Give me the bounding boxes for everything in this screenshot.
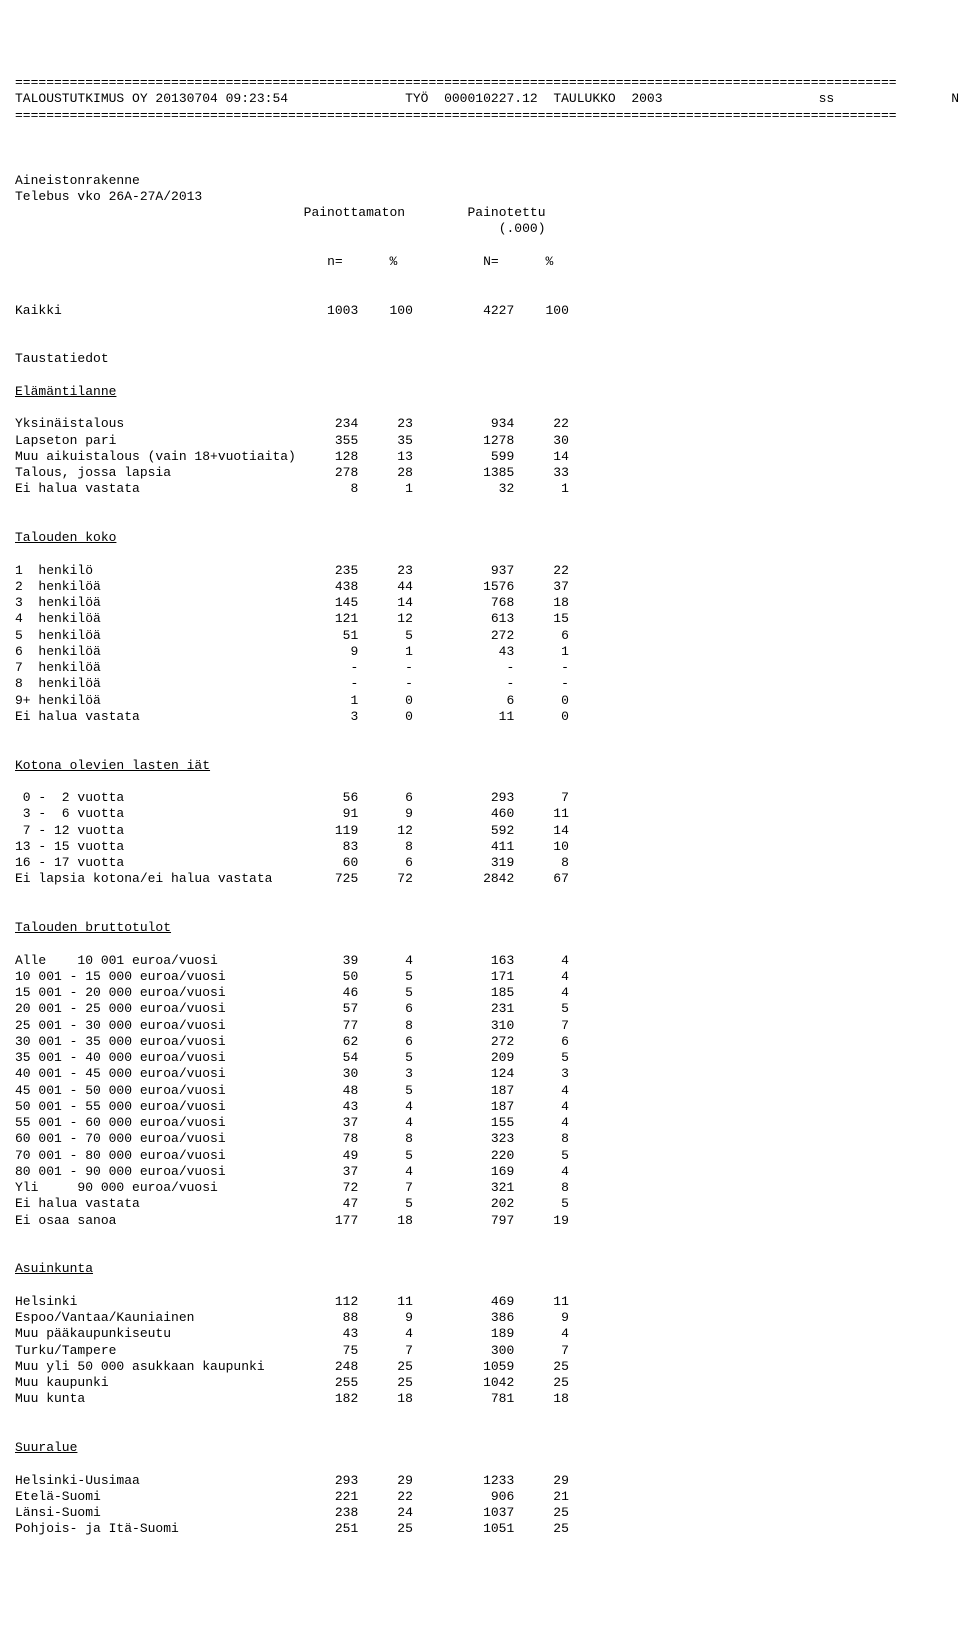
section-title-elamantilanne: Elämäntilanne <box>15 384 116 399</box>
section-title-asuinkunta: Asuinkunta <box>15 1261 93 1276</box>
intro-l2: Telebus vko 26A-27A/2013 <box>15 189 202 204</box>
section-title-lasten-iat: Kotona olevien lasten iät <box>15 758 210 773</box>
section-talouden-koko: 1 henkilö 235 23 937 22 2 henkilöä 438 4… <box>15 563 569 724</box>
header-ss: ss <box>819 91 835 106</box>
section-title-suuralue: Suuralue <box>15 1440 77 1455</box>
header-right: N-LUVUT <box>951 91 960 106</box>
colhead-2: Painotettu <box>468 205 546 220</box>
header-rule-bottom: ========================================… <box>15 108 897 123</box>
section-asuinkunta: Helsinki 112 11 469 11 Espoo/Vantaa/Kaun… <box>15 1294 569 1407</box>
kaikki-row: Kaikki 1003 100 4227 100 <box>15 303 569 318</box>
subhead: n= % N= % <box>327 254 553 269</box>
section-bruttotulot: Alle 10 001 euroa/vuosi 39 4 163 4 10 00… <box>15 953 569 1228</box>
section-elamantilanne: Yksinäistalous 234 23 934 22 Lapseton pa… <box>15 416 569 496</box>
section-lasten-iat: 0 - 2 vuotta 56 6 293 7 3 - 6 vuotta 91 … <box>15 790 569 886</box>
header-work: TYÖ 000010227.12 <box>405 91 538 106</box>
report: ========================================… <box>15 75 945 1538</box>
colhead-3: (.000) <box>499 221 546 236</box>
header-table: TAULUKKO 2003 <box>553 91 662 106</box>
section-suuralue: Helsinki-Uusimaa 293 29 1233 29 Etelä-Su… <box>15 1473 569 1537</box>
section-title-talouden-koko: Talouden koko <box>15 530 116 545</box>
header-rule-top: ========================================… <box>15 75 897 90</box>
intro-l1: Aineistonrakenne <box>15 173 140 188</box>
taustatiedot: Taustatiedot <box>15 351 109 366</box>
section-title-bruttotulot: Talouden bruttotulot <box>15 920 171 935</box>
colhead-1: Painottamaton <box>304 205 405 220</box>
header-company: TALOUSTUTKIMUS OY 20130704 09:23:54 <box>15 91 288 106</box>
